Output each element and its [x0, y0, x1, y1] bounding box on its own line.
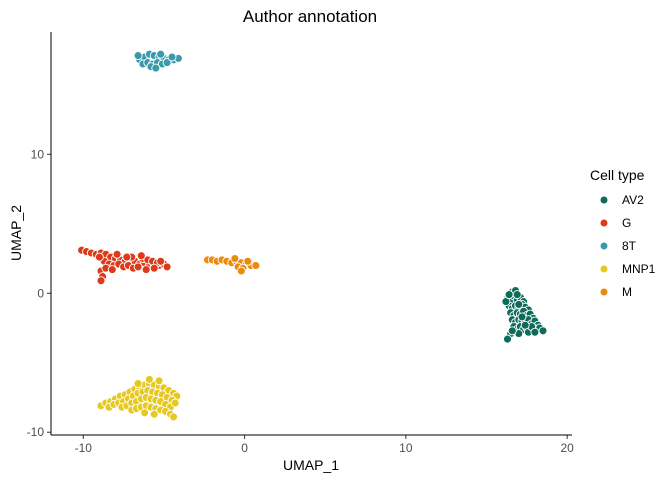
data-point [230, 254, 240, 263]
data-point [512, 290, 522, 300]
x-tick-label: 10 [399, 441, 413, 455]
x-tick-label: 20 [560, 441, 574, 455]
series-av2 [501, 286, 548, 344]
data-point [517, 312, 527, 322]
series-m [203, 254, 261, 276]
data-point [151, 63, 161, 73]
data-point [133, 379, 143, 389]
data-point [144, 374, 154, 384]
x-axis-label: UMAP_1 [283, 457, 339, 473]
legend-key-8t [600, 242, 608, 250]
legend-key-m [600, 288, 608, 296]
legend-label: G [622, 216, 631, 230]
data-point [156, 49, 166, 59]
data-point [538, 326, 548, 336]
series-g [77, 245, 172, 286]
data-point [94, 252, 104, 262]
data-point [107, 265, 117, 275]
data-point [507, 326, 517, 336]
data-point [514, 299, 524, 309]
legend-key-g [600, 219, 608, 227]
legend-label: MNP1 [622, 262, 656, 276]
data-point [170, 398, 180, 408]
data-point [96, 276, 106, 286]
data-point [167, 52, 177, 62]
data-point [133, 51, 143, 61]
x-tick-label: -10 [75, 441, 93, 455]
chart-title: Author annotation [243, 7, 377, 26]
legend-label: M [622, 285, 632, 299]
data-point [504, 290, 514, 300]
data-point [162, 262, 172, 272]
y-tick-label: 0 [37, 286, 44, 300]
data-point [149, 409, 159, 419]
y-axis-ticks: -10 0 10 [27, 147, 51, 439]
legend-label: 8T [622, 239, 637, 253]
x-tick-label: 0 [241, 441, 248, 455]
series-8t [133, 49, 183, 73]
data-point [503, 334, 512, 344]
data-point [243, 256, 253, 266]
data-point [251, 261, 261, 270]
data-point [530, 327, 540, 337]
data-point [236, 266, 246, 276]
y-axis-label: UMAP_2 [8, 205, 24, 261]
data-point [169, 412, 179, 422]
data-point [154, 376, 164, 386]
x-axis-ticks: -10 0 10 20 [75, 435, 574, 455]
data-point [520, 320, 530, 330]
data-point [162, 58, 172, 68]
plot-area [77, 49, 548, 422]
legend: Cell type AV2 G 8T MNP1 M [590, 167, 656, 299]
data-point [141, 265, 151, 275]
data-point [112, 249, 122, 259]
legend-label: AV2 [622, 193, 644, 207]
data-point [136, 251, 146, 261]
data-point [149, 263, 159, 273]
data-point [122, 252, 132, 262]
series-mnp1 [96, 374, 182, 422]
legend-key-av2 [600, 196, 608, 204]
data-point [140, 408, 150, 418]
data-point [133, 262, 143, 272]
legend-key-mnp1 [600, 265, 608, 273]
y-tick-label: 10 [31, 147, 45, 161]
y-tick-label: -10 [27, 425, 45, 439]
legend-title: Cell type [590, 167, 645, 183]
data-point [156, 256, 166, 266]
